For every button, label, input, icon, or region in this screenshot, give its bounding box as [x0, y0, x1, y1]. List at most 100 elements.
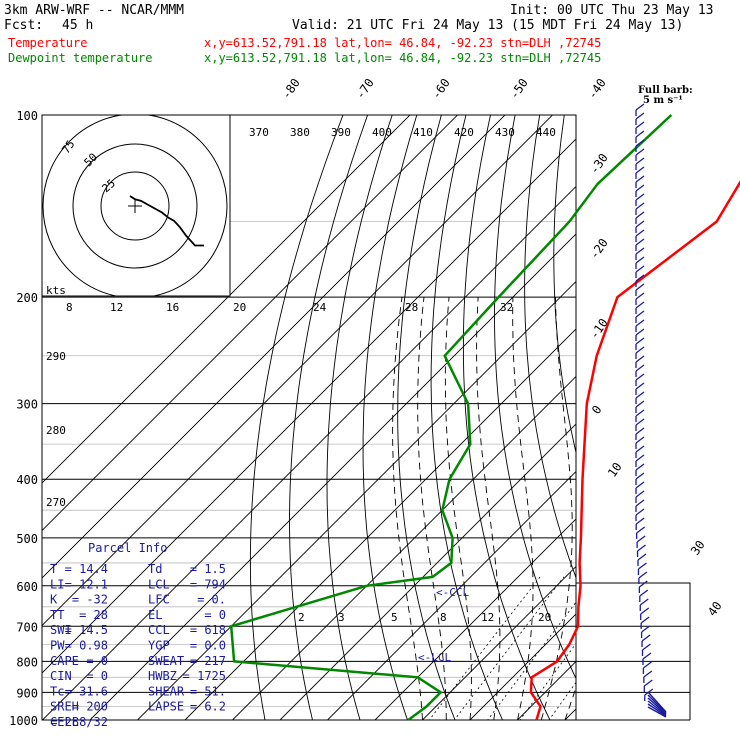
- wind-barb-flag: [643, 670, 653, 678]
- lower-right-frame: [576, 582, 691, 720]
- wind-barb-flag: [635, 301, 645, 309]
- moist-adiabat--5: [417, 297, 447, 720]
- wind-barb-flag: [635, 274, 645, 282]
- theta-e-label-440: 440: [536, 126, 556, 139]
- parcel-key: EL: [148, 608, 162, 622]
- wind-barb-flag: [635, 472, 645, 480]
- parcel-key: SWEAT: [148, 654, 184, 668]
- pressure-axis: 100 200 300 400 500 600 700 800 900 1000: [9, 109, 38, 728]
- wind-barb-flag: [640, 616, 650, 624]
- wind-barb-flag: [635, 220, 645, 228]
- mixing-ratio-low-3: 3: [338, 611, 345, 624]
- parcel-value: = 288/32: [50, 715, 108, 729]
- wind-barb-flag: [635, 517, 645, 525]
- isotherm-label--50: -50: [507, 76, 531, 102]
- wind-barb-flag: [635, 193, 645, 201]
- dry-adiabat-240: [289, 115, 369, 720]
- isotherm-label-10: 10: [605, 460, 625, 480]
- isotherm--10: [422, 565, 576, 720]
- wind-barb-low: [647, 706, 667, 718]
- parcel-key: PW: [50, 639, 65, 653]
- parcel-value: = 0: [204, 608, 226, 622]
- pressure-label-800: 800: [16, 655, 38, 669]
- dry-adiabat-lines: [249, 115, 740, 733]
- mixing-ratio-low-20: 20: [538, 611, 551, 624]
- mixing-ratio-labels: 8 12 16 20 24 28 32 2 3 5 8 12 20: [66, 301, 551, 624]
- dry-adiabat-280: [430, 115, 503, 720]
- wind-barb-flag: [636, 526, 646, 534]
- isotherm-label--70: -70: [353, 76, 377, 102]
- wind-barb-flag: [635, 175, 645, 183]
- isotherm-label-30: 30: [688, 538, 708, 558]
- wind-barb-flag: [635, 103, 645, 111]
- wind-barb-flag: [643, 661, 652, 669]
- temperature-profile: [529, 180, 740, 721]
- isotherm-lines: [42, 75, 740, 720]
- wind-barb-flag: [638, 571, 648, 579]
- wind-barbs: [635, 103, 667, 718]
- isotherm-40: [660, 75, 740, 720]
- wind-barb-flag: [635, 211, 645, 219]
- wind-barb-flag: [635, 481, 645, 489]
- wind-barb-flag: [641, 634, 651, 642]
- dry-adiabat-230: [249, 115, 344, 720]
- isotherm-label-0: 0: [589, 403, 605, 417]
- hodograph: 75 50 25 kts: [41, 114, 231, 297]
- moist-adiabat--10: [392, 297, 423, 720]
- theta-e-label-420: 420: [454, 126, 474, 139]
- moist-adiabat-lines: [392, 297, 576, 720]
- wind-barb-flag: [635, 499, 645, 507]
- wind-barb-flag: [637, 544, 646, 552]
- parcel-row: CIN = 0 HWBZ = 1725: [50, 669, 226, 683]
- valid-time: Valid: 21 UTC Fri 24 May 13 (15 MDT Fri …: [292, 18, 683, 33]
- wind-barb-flag: [635, 355, 645, 363]
- parcel-value: = 12.1: [65, 577, 108, 591]
- wind-barb-flag: [635, 391, 645, 399]
- mixing-ratio-2: [428, 576, 541, 720]
- moist-adiabat-5: [476, 297, 501, 720]
- wind-barb-flag: [635, 382, 645, 390]
- barb-legend-title: Full barb:: [638, 85, 693, 96]
- theta-e-label-430: 430: [495, 126, 515, 139]
- isotherm--90: [42, 185, 576, 720]
- barb-legend-value: 5 m s⁻¹: [643, 95, 683, 106]
- wind-barb-flag: [635, 373, 645, 381]
- wind-barb-flag: [635, 121, 645, 129]
- pressure-label-500: 500: [16, 532, 38, 546]
- parcel-value: = 1.5: [190, 562, 226, 576]
- wind-barb-flag: [636, 535, 646, 543]
- mixing-ratio-low-2: 2: [298, 611, 305, 624]
- wind-barb-flag: [635, 247, 645, 255]
- theta-e-label-380: 380: [290, 126, 310, 139]
- hodo-ring-50: [72, 143, 198, 269]
- hodo-ring-25: [100, 171, 170, 241]
- parcel-key: TT: [50, 608, 64, 622]
- wind-barb-flag: [635, 130, 645, 138]
- isotherm--60: [184, 328, 576, 720]
- dewpoint-profile: [229, 114, 673, 722]
- mixing-ratio-top-24: 24: [313, 301, 327, 314]
- wind-barb-low: [647, 697, 667, 715]
- dry-adiabat-330: [582, 115, 740, 733]
- legend-dewpoint-info: x,y=613.52,791.18 lat,lon= 46.84, -92.23…: [204, 51, 601, 65]
- pressure-label-400: 400: [16, 473, 38, 487]
- theta-label-270: 270: [46, 496, 66, 509]
- ccl-marker: <-CCL: [436, 586, 469, 599]
- parcel-key: K: [50, 593, 58, 607]
- theta-e-label-370: 370: [249, 126, 269, 139]
- pressure-label-900: 900: [16, 686, 38, 700]
- isotherm--110: [42, 115, 554, 627]
- dry-adiabat-290: [462, 115, 551, 720]
- parcel-key: LCL: [148, 577, 170, 591]
- wind-barb-flag: [635, 436, 645, 444]
- parcel-row: T = 14.4 Td = 1.5: [50, 562, 226, 576]
- theta-e-label-400: 400: [372, 126, 392, 139]
- wind-barb-flag: [635, 265, 645, 273]
- theta-labels: 290 280 270: [46, 350, 66, 509]
- wind-barb-flag: [637, 553, 647, 561]
- parcel-key: CAPE: [50, 654, 79, 668]
- wind-barb-flag: [635, 283, 645, 291]
- parcel-value: = 0.98: [65, 639, 108, 653]
- parcel-key: SREH: [50, 700, 79, 714]
- wind-barb-flag: [635, 454, 645, 462]
